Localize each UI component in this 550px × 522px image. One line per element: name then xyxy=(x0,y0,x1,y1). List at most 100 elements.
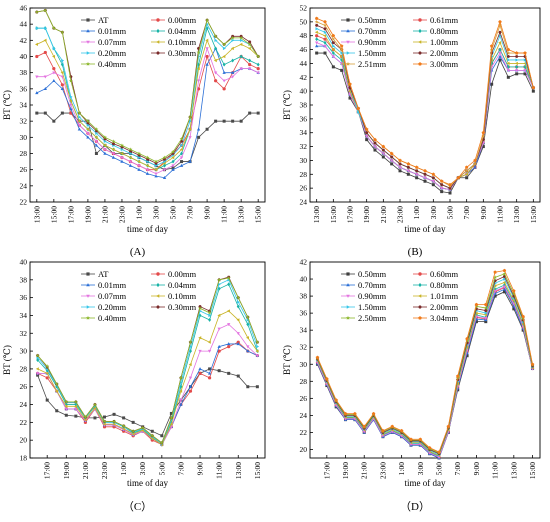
data-point xyxy=(189,344,193,349)
data-point xyxy=(188,119,192,123)
series-0-00mm xyxy=(36,340,259,447)
series-2-00mm xyxy=(315,23,535,190)
data-point xyxy=(74,414,78,418)
data-point xyxy=(484,302,488,307)
legend-marker xyxy=(418,316,422,320)
data-point xyxy=(247,46,251,51)
data-point xyxy=(506,55,510,58)
data-point xyxy=(373,137,377,142)
data-point xyxy=(423,169,427,173)
y-tick-label: 30 xyxy=(300,156,308,165)
data-point xyxy=(323,20,327,24)
data-point xyxy=(207,376,212,380)
data-point xyxy=(179,147,183,152)
data-point xyxy=(198,349,202,353)
data-point xyxy=(431,176,435,180)
data-point xyxy=(179,136,184,141)
data-point xyxy=(502,287,507,291)
legend-marker xyxy=(418,40,422,44)
legend-item: 1.01mm xyxy=(413,291,458,301)
x-tick-label: 15:00 xyxy=(529,206,538,223)
data-point xyxy=(112,419,117,424)
y-tick-label: 36 xyxy=(20,293,28,302)
data-point xyxy=(64,413,68,417)
x-tick-label: 1:00 xyxy=(412,206,421,220)
data-point xyxy=(236,318,240,322)
data-point xyxy=(171,159,175,164)
x-tick-label: 17:00 xyxy=(43,462,52,479)
data-point xyxy=(498,40,502,45)
data-point xyxy=(163,163,167,168)
y-tick-label: 28 xyxy=(20,364,28,373)
series-line xyxy=(317,281,533,456)
data-point xyxy=(112,422,116,426)
data-point xyxy=(239,67,243,71)
data-point xyxy=(102,419,107,424)
legend-label: 0.20mm xyxy=(98,48,126,58)
x-tick-label: 21:00 xyxy=(379,206,388,223)
data-point xyxy=(446,424,451,428)
data-point xyxy=(523,58,527,62)
data-point xyxy=(74,404,78,408)
x-tick-label: 15:00 xyxy=(528,462,537,479)
y-tick-label: 24 xyxy=(20,400,28,409)
legend-item: 3.04mm xyxy=(413,313,458,323)
y-tick-label: 50 xyxy=(300,17,308,26)
data-point xyxy=(427,445,432,450)
panel-label: （C） xyxy=(123,500,152,513)
data-point xyxy=(94,143,99,147)
x-tick-label: 15:00 xyxy=(329,206,338,223)
x-tick-label: 15:00 xyxy=(253,462,262,479)
data-point xyxy=(60,71,64,75)
x-tick-label: 3:00 xyxy=(416,462,425,476)
y-tick-label: 36 xyxy=(300,309,308,318)
data-point xyxy=(390,159,394,163)
data-point xyxy=(493,289,497,293)
data-point xyxy=(498,54,502,58)
data-point xyxy=(331,51,335,55)
data-point xyxy=(69,107,73,111)
data-point xyxy=(414,165,419,169)
data-point xyxy=(323,51,327,55)
y-tick-label: 42 xyxy=(300,73,308,82)
data-point xyxy=(43,8,48,13)
data-point xyxy=(348,89,352,93)
data-point xyxy=(217,282,221,286)
series-line xyxy=(37,343,258,446)
data-point xyxy=(498,47,502,52)
data-point xyxy=(52,54,56,59)
data-point xyxy=(222,62,226,67)
data-point xyxy=(188,384,193,388)
data-point xyxy=(60,83,64,87)
x-tick-label: 13:00 xyxy=(234,462,243,479)
data-point xyxy=(230,70,235,74)
data-point xyxy=(239,38,243,42)
y-axis-label: BT (℃) xyxy=(2,90,12,120)
data-point xyxy=(45,364,50,368)
data-point xyxy=(523,69,527,73)
data-point xyxy=(514,51,519,55)
data-point xyxy=(515,58,519,62)
legend-marker xyxy=(86,51,90,55)
data-point xyxy=(154,174,158,178)
data-point xyxy=(255,354,260,358)
data-point xyxy=(406,162,411,166)
data-point xyxy=(227,282,231,287)
legend-marker xyxy=(418,51,422,55)
data-point xyxy=(52,119,56,123)
data-point xyxy=(483,313,487,317)
data-point xyxy=(331,41,335,45)
data-point xyxy=(498,20,502,24)
y-tick-label: 28 xyxy=(300,377,308,386)
y-tick-label: 26 xyxy=(300,184,308,193)
x-tick-label: 5:00 xyxy=(157,462,166,476)
data-point xyxy=(248,62,252,67)
y-tick-label: 18 xyxy=(20,454,28,463)
legend-label: 0.10mm xyxy=(168,291,196,301)
data-point xyxy=(331,55,335,59)
data-point xyxy=(498,51,502,55)
x-tick-label: 7:00 xyxy=(186,206,195,220)
data-point xyxy=(255,385,259,389)
data-point xyxy=(248,67,252,71)
data-point xyxy=(35,372,40,376)
